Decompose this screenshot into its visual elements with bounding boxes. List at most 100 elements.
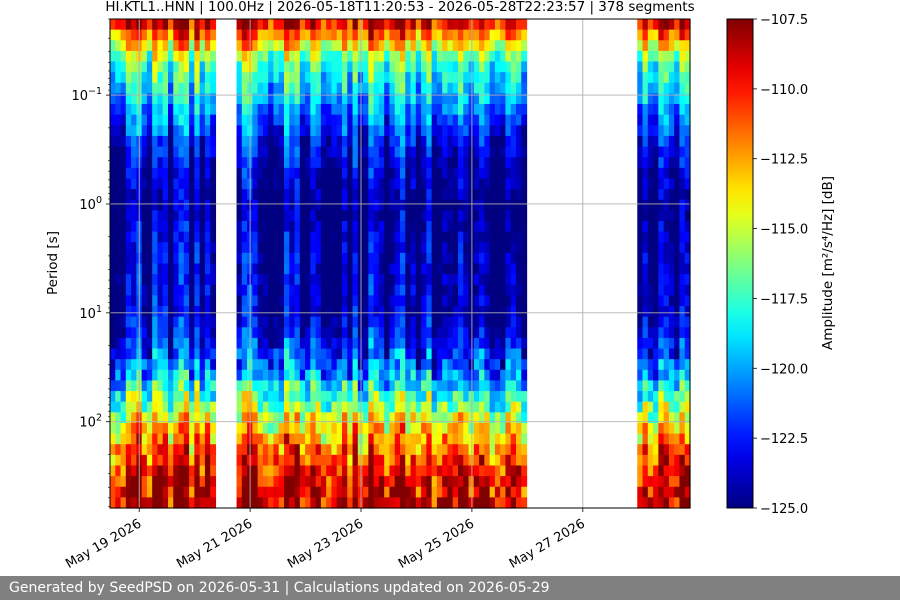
spectrogram-cell (284, 72, 290, 84)
spectrogram-cell (516, 242, 522, 254)
spectrogram-cell (637, 189, 644, 201)
spectrogram-cell (315, 327, 322, 339)
spectrogram-cell (479, 454, 485, 467)
spectrogram-cell (320, 72, 327, 84)
spectrogram-cell (352, 135, 359, 148)
spectrogram-cell (368, 199, 375, 211)
spectrogram-cell (152, 412, 159, 424)
spectrogram-cell (352, 412, 359, 424)
spectrogram-cell (505, 263, 512, 275)
spectrogram-cell (173, 40, 180, 52)
spectrogram-cell (168, 189, 174, 201)
spectrogram-cell (436, 125, 443, 137)
spectrogram-cell (268, 61, 275, 73)
spectrogram-cell (363, 189, 369, 201)
spectrogram-cell (442, 454, 449, 467)
spectrogram-cell (674, 146, 681, 158)
spectrogram-cell (120, 252, 127, 265)
spectrogram-cell (384, 19, 391, 31)
spectrogram-cell (173, 422, 180, 435)
spectrogram-cell (436, 337, 443, 350)
spectrogram-cell (152, 359, 159, 371)
spectrogram-cell (668, 433, 675, 445)
spectrogram-cell (199, 72, 206, 84)
spectrogram-cell (473, 104, 480, 116)
spectrogram-cell (152, 114, 159, 126)
spectrogram-cell (637, 252, 644, 265)
spectrogram-cell (152, 40, 159, 52)
spectrogram-cell (236, 199, 243, 211)
spectrogram-cell (400, 497, 406, 509)
spectrogram-cell (368, 220, 375, 233)
spectrogram-cell (684, 465, 691, 477)
spectrogram-cell (663, 104, 670, 116)
spectrogram-cell (141, 497, 148, 509)
spectrogram-cell (373, 391, 380, 403)
spectrogram-cell (637, 93, 644, 105)
spectrogram-cell (442, 125, 449, 137)
spectrogram-cell (484, 82, 491, 95)
spectrogram-cell (368, 369, 375, 382)
spectrogram-cell (458, 231, 464, 243)
spectrogram-cell (442, 465, 449, 477)
spectrogram-cell (183, 306, 190, 318)
spectrogram-cell (125, 465, 132, 477)
spectrogram-cell (389, 274, 396, 286)
spectrogram-cell (125, 306, 132, 318)
x-tick-label: May 27 2026 (507, 516, 588, 571)
spectrogram-cell (252, 242, 259, 254)
spectrogram-cell (405, 348, 412, 360)
spectrogram-cell (284, 306, 290, 318)
spectrogram-cell (183, 19, 190, 31)
spectrogram-cell (257, 146, 264, 158)
spectrogram-cell (326, 263, 333, 275)
spectrogram-cell (463, 497, 470, 509)
spectrogram-cell (146, 359, 153, 371)
spectrogram-cell (653, 433, 659, 445)
spectrogram-cell (157, 178, 164, 190)
spectrogram-cell (510, 359, 517, 371)
spectrogram-cell (394, 29, 401, 41)
spectrogram-cell (373, 199, 380, 211)
spectrogram-cell (684, 104, 691, 116)
spectrogram-cell (415, 82, 422, 95)
spectrogram-cell (642, 82, 649, 95)
spectrogram-cell (315, 82, 322, 95)
spectrogram-cell (262, 72, 269, 84)
spectrogram-cell (426, 316, 433, 328)
spectrogram-cell (194, 146, 201, 158)
spectrogram-cell (310, 114, 317, 126)
spectrogram-cell (426, 178, 433, 190)
spectrogram-cell (458, 167, 464, 180)
spectrogram-cell (189, 263, 195, 275)
spectrogram-cell (516, 157, 522, 169)
spectrogram-cell (152, 284, 159, 296)
spectrogram-cell (389, 178, 396, 190)
spectrogram-cell (452, 199, 459, 211)
spectrogram-cell (484, 93, 491, 105)
spectrogram-cell (421, 412, 427, 424)
spectrogram-cell (268, 433, 275, 445)
spectrogram-cell (473, 412, 480, 424)
spectrogram-cell (400, 61, 406, 73)
spectrogram-cell (436, 40, 443, 52)
spectrogram-cell (352, 327, 359, 339)
spectrogram-cell (347, 295, 354, 307)
spectrogram-cell (320, 316, 327, 328)
spectrogram-cell (273, 199, 280, 211)
spectrogram-cell (347, 104, 354, 116)
spectrogram-cell (373, 316, 380, 328)
spectrogram-cell (347, 167, 354, 180)
spectrogram-cell (647, 295, 654, 307)
spectrogram-cell (458, 50, 464, 63)
spectrogram-cell (473, 40, 480, 52)
spectrogram-cell (400, 114, 406, 126)
spectrogram-cell (489, 476, 496, 488)
spectrogram-cell (262, 252, 269, 265)
spectrogram-cell (315, 476, 322, 488)
spectrogram-cell (373, 72, 380, 84)
spectrogram-cell (115, 242, 122, 254)
spectrogram-cell (368, 486, 375, 498)
spectrogram-cell (168, 337, 174, 350)
